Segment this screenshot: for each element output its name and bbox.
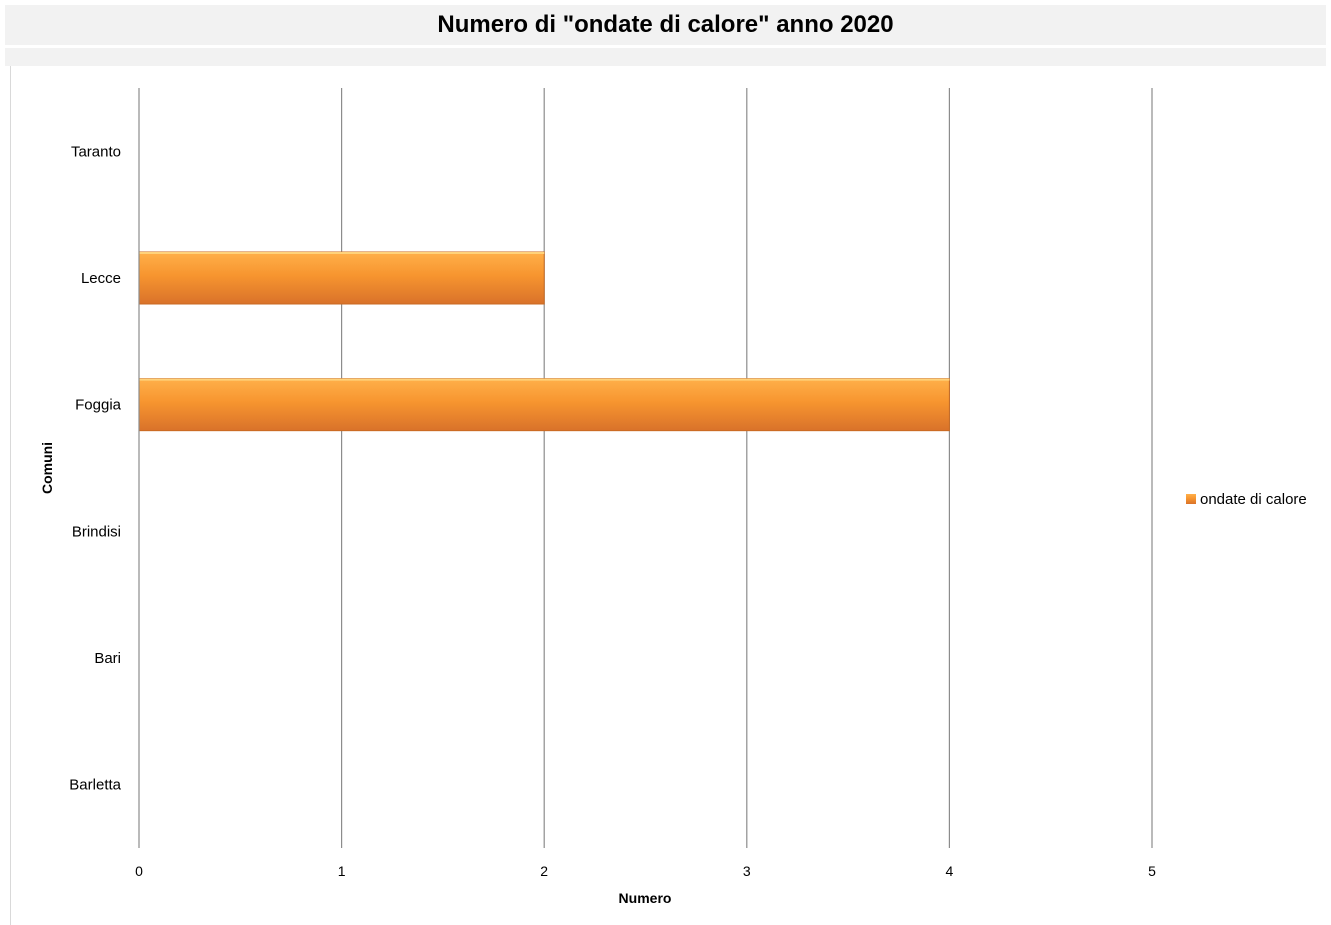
x-tick-label: 4: [946, 863, 954, 879]
x-tick-label: 0: [135, 863, 143, 879]
x-tick-label: 1: [338, 863, 346, 879]
x-tick-label: 3: [743, 863, 751, 879]
legend: ondate di calore: [1186, 491, 1307, 508]
axis-labels: Numero Comuni: [39, 442, 671, 906]
y-tick-label: Barletta: [69, 777, 121, 794]
chart-frame-edge: [10, 66, 11, 925]
bar: [138, 378, 950, 432]
y-tick-label: Lecce: [81, 270, 121, 287]
y-tick-label: Taranto: [71, 143, 121, 160]
gridlines: [341, 88, 1153, 848]
bar-fill: [138, 251, 545, 305]
bar: [138, 251, 545, 305]
legend-label: ondate di calore: [1200, 491, 1307, 508]
axes: 0 1 2 3 4 5 Taranto Lecce Foggia Brindisi Bari Barl…: [69, 88, 1156, 879]
y-axis-title: Comuni: [39, 442, 55, 494]
x-tick-label: 2: [540, 863, 548, 879]
chart-title: Numero di "ondate di calore" anno 2020: [5, 5, 1326, 45]
legend-swatch: [1186, 494, 1196, 504]
bars: [138, 251, 950, 432]
x-tick-label: 5: [1148, 863, 1156, 879]
y-tick-label: Foggia: [75, 397, 122, 414]
x-axis-title: Numero: [619, 890, 672, 906]
y-tick-label: Brindisi: [72, 523, 121, 540]
title-band: [5, 48, 1326, 66]
bar-fill: [138, 378, 950, 432]
y-tick-label: Bari: [94, 650, 121, 667]
